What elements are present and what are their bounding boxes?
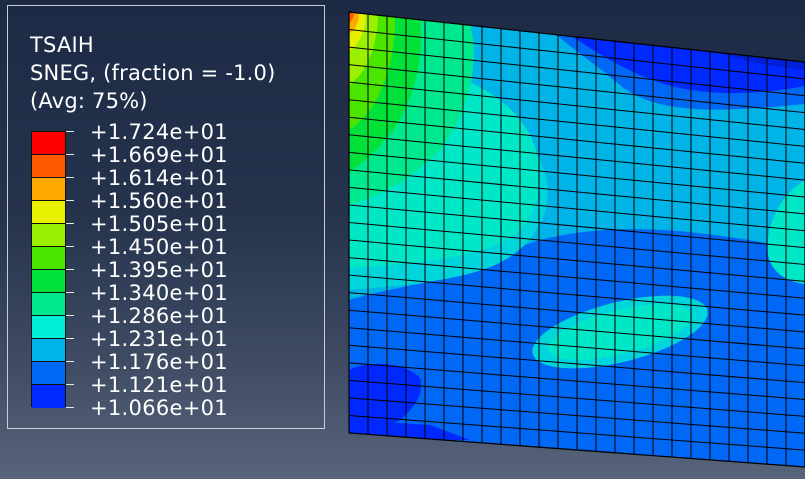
scale-tick (66, 361, 74, 362)
mesh-line-horizontal (349, 239, 805, 282)
color-swatch (32, 385, 65, 408)
scale-tick (66, 384, 74, 385)
legend-variable-title: TSAIH (30, 33, 94, 57)
color-swatch (32, 362, 65, 385)
scale-tick (66, 315, 74, 316)
color-swatch (32, 293, 65, 316)
scale-value-label: +1.560e+01 (90, 189, 228, 213)
scale-tick (66, 292, 74, 293)
scale-value-label: +1.286e+01 (90, 304, 228, 328)
scale-tick (66, 269, 74, 270)
scale-tick (66, 407, 74, 408)
mesh-line-horizontal (349, 151, 805, 198)
scale-value-label: +1.340e+01 (90, 281, 228, 305)
scale-value-label: +1.614e+01 (90, 166, 228, 190)
scale-value-label: +1.450e+01 (90, 235, 228, 259)
legend-averaging-note: (Avg: 75%) (30, 89, 148, 113)
legend-section-subtitle: SNEG, (fraction = -1.0) (30, 61, 276, 85)
contour-band-1-176 (349, 275, 469, 324)
model-outline (348, 11, 805, 468)
color-swatch (32, 316, 65, 339)
scale-value-label: +1.231e+01 (90, 327, 228, 351)
color-swatch (32, 178, 65, 201)
mesh-line-horizontal (349, 64, 805, 114)
scale-tick (66, 246, 74, 247)
scale-value-label: +1.066e+01 (90, 396, 228, 420)
mesh-line-horizontal (349, 414, 805, 451)
contour-band-1-286 (548, 304, 692, 360)
mesh-line-horizontal (349, 397, 805, 434)
color-swatch (32, 339, 65, 362)
mesh-line-horizontal (349, 116, 805, 164)
scale-tick (66, 131, 74, 132)
scale-value-label: +1.724e+01 (90, 120, 228, 144)
mesh-line-horizontal (349, 29, 805, 80)
mesh-line-horizontal (349, 81, 805, 130)
mesh-line-horizontal (349, 222, 805, 265)
scale-value-label: +1.395e+01 (90, 258, 228, 282)
scale-tick (66, 154, 74, 155)
mesh-line-horizontal (349, 134, 805, 181)
mesh-line-horizontal (349, 274, 805, 316)
color-swatch (32, 201, 65, 224)
mesh-line-horizontal (349, 257, 805, 299)
mesh-line-horizontal (349, 379, 805, 417)
scale-value-label: +1.121e+01 (90, 373, 228, 397)
color-swatch (32, 155, 65, 178)
mesh-line-horizontal (349, 292, 805, 333)
mesh-line-horizontal (349, 169, 805, 215)
mesh-line-horizontal (349, 186, 805, 232)
contour-band-1-121 (349, 363, 422, 433)
scale-value-label: +1.505e+01 (90, 212, 228, 236)
scale-tick (66, 338, 74, 339)
color-swatch (32, 247, 65, 270)
mesh-line-horizontal (349, 327, 805, 367)
mesh-line-horizontal (349, 99, 805, 147)
scale-tick (66, 200, 74, 201)
mesh-line-horizontal (349, 204, 805, 249)
contour-band-1-669 (349, 12, 354, 23)
color-swatch (32, 224, 65, 247)
mesh-line-horizontal (349, 362, 805, 400)
color-swatch (32, 270, 65, 293)
scale-value-label: +1.176e+01 (90, 350, 228, 374)
scale-value-label: +1.669e+01 (90, 143, 228, 167)
mesh-line-horizontal (349, 46, 805, 97)
legend-panel: TSAIH SNEG, (fraction = -1.0) (Avg: 75%)… (7, 5, 325, 429)
scale-tick (66, 223, 74, 224)
mesh-line-horizontal (349, 309, 805, 350)
color-swatch (32, 132, 65, 155)
scale-tick (66, 177, 74, 178)
mesh-line-horizontal (349, 344, 805, 384)
stress-contour-plot (349, 12, 805, 467)
color-scale-bar (31, 131, 66, 408)
